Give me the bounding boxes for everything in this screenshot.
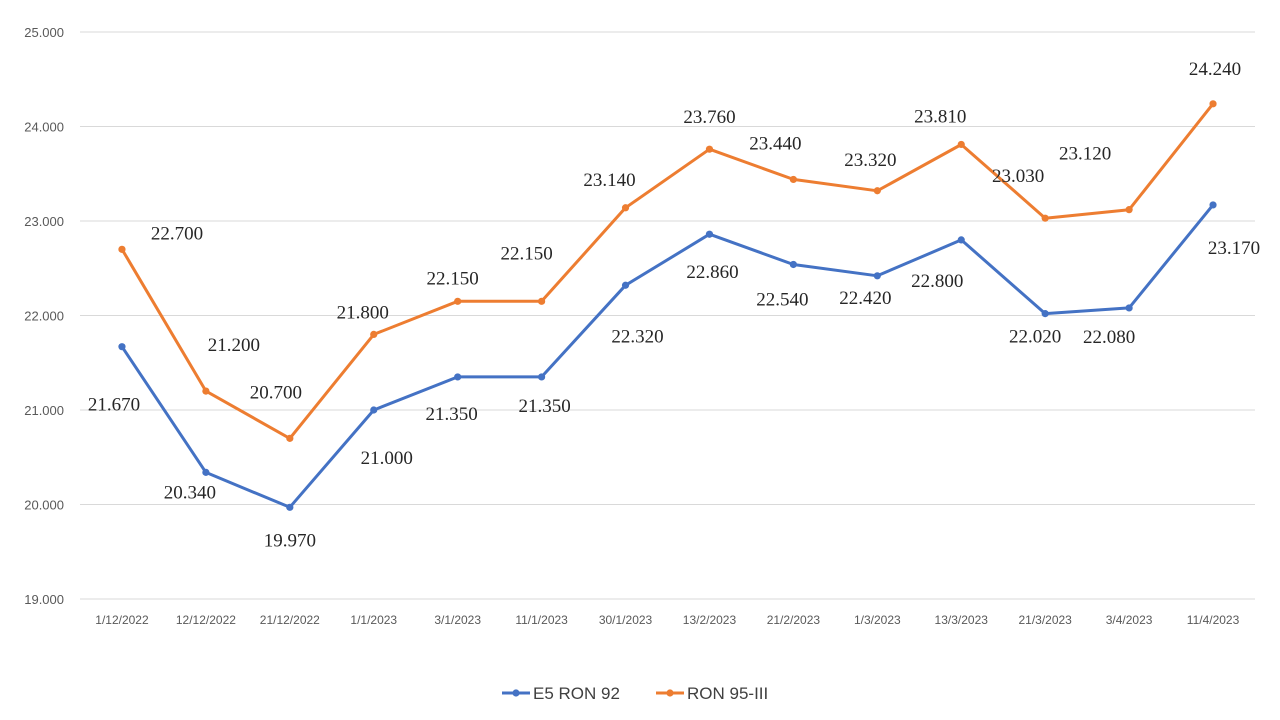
data-label: 23.810 xyxy=(914,106,966,127)
legend: E5 RON 92 RON 95-III xyxy=(502,684,768,703)
data-point xyxy=(202,387,210,395)
data-label: 22.700 xyxy=(151,223,203,244)
data-label: 21.350 xyxy=(426,404,478,425)
data-point xyxy=(118,245,126,253)
data-point xyxy=(118,343,126,351)
data-labels: 21.670 20.340 19.970 21.000 21.350 21.350 22.3… xyxy=(88,59,1260,552)
x-tick-label: 1/12/2022 xyxy=(95,613,149,627)
data-point xyxy=(957,140,965,149)
data-label: 21.800 xyxy=(337,302,389,323)
x-tick-label: 11/4/2023 xyxy=(1187,613,1240,627)
legend-label: E5 RON 92 xyxy=(533,684,620,703)
data-point xyxy=(370,406,378,414)
data-label: 22.080 xyxy=(1083,327,1135,348)
data-label: 23.440 xyxy=(749,133,801,154)
data-label: 22.150 xyxy=(500,243,552,264)
x-tick-label: 3/4/2023 xyxy=(1106,613,1153,627)
data-label: 20.700 xyxy=(250,382,302,403)
data-label: 23.320 xyxy=(844,150,896,171)
data-label: 24.240 xyxy=(1189,59,1241,80)
data-point xyxy=(1125,206,1133,214)
x-tick-label: 21/2/2023 xyxy=(767,613,821,627)
data-point xyxy=(621,281,630,289)
data-point xyxy=(538,297,546,305)
data-label: 22.320 xyxy=(611,326,663,347)
data-label: 23.760 xyxy=(683,107,735,128)
x-tick-label: 12/12/2022 xyxy=(176,613,236,627)
data-label: 20.340 xyxy=(164,482,216,503)
x-tick-label: 30/1/2023 xyxy=(599,613,653,627)
series-line xyxy=(120,203,1215,509)
data-point xyxy=(454,373,462,381)
data-label: 21.350 xyxy=(518,396,570,417)
legend-label: RON 95-III xyxy=(687,684,768,703)
y-tick-label: 25.000 xyxy=(24,25,64,40)
data-point xyxy=(370,330,378,338)
y-axis-ticks: 19.000 20.000 21.000 22.000 23.000 24.000 25.0… xyxy=(24,25,64,607)
data-label: 22.420 xyxy=(839,288,891,309)
y-tick-label: 23.000 xyxy=(24,214,64,229)
series-line xyxy=(120,102,1215,440)
data-point xyxy=(1041,310,1049,318)
data-label: 23.140 xyxy=(583,170,635,191)
x-axis-ticks: 1/12/2022 12/12/2022 21/12/2022 1/1/2023 3/1… xyxy=(95,613,1239,627)
data-label: 23.170 xyxy=(1208,238,1260,259)
x-tick-label: 21/3/2023 xyxy=(1018,613,1072,627)
data-label: 22.150 xyxy=(427,268,479,289)
data-point xyxy=(705,145,714,153)
data-label: 21.200 xyxy=(208,335,260,356)
data-point xyxy=(1125,304,1133,312)
y-tick-label: 24.000 xyxy=(24,120,64,135)
x-tick-label: 13/3/2023 xyxy=(935,613,989,627)
data-point xyxy=(957,236,965,244)
y-tick-label: 21.000 xyxy=(24,403,64,418)
x-tick-label: 11/1/2023 xyxy=(515,613,568,627)
data-label: 21.000 xyxy=(361,448,413,469)
data-label: 21.670 xyxy=(88,395,140,416)
data-point xyxy=(873,272,881,280)
data-point xyxy=(789,260,797,269)
data-point xyxy=(789,175,797,184)
data-point xyxy=(454,297,462,305)
data-label: 22.540 xyxy=(756,289,808,310)
gridlines xyxy=(80,31,1255,600)
data-label: 23.120 xyxy=(1059,144,1111,165)
data-point xyxy=(1209,201,1217,209)
data-point xyxy=(873,187,881,195)
x-tick-label: 1/3/2023 xyxy=(854,613,901,627)
data-label: 19.970 xyxy=(264,530,316,551)
data-point xyxy=(621,204,630,212)
y-tick-label: 19.000 xyxy=(24,592,64,607)
data-point xyxy=(1209,100,1217,108)
data-point xyxy=(538,373,546,381)
series-lines xyxy=(118,100,1217,511)
y-tick-label: 22.000 xyxy=(24,309,64,324)
x-tick-label: 1/1/2023 xyxy=(350,613,397,627)
data-label: 22.800 xyxy=(911,271,963,292)
legend-marker xyxy=(666,689,674,697)
data-point xyxy=(202,468,210,476)
data-point xyxy=(286,503,294,511)
data-point xyxy=(705,230,714,238)
x-tick-label: 3/1/2023 xyxy=(434,613,481,627)
data-label: 23.030 xyxy=(992,166,1044,187)
data-point xyxy=(286,434,294,442)
data-label: 22.020 xyxy=(1009,327,1061,348)
data-label: 22.860 xyxy=(686,262,738,283)
legend-marker xyxy=(512,689,520,697)
y-tick-label: 20.000 xyxy=(24,498,64,513)
x-tick-label: 13/2/2023 xyxy=(683,613,737,627)
x-tick-label: 21/12/2022 xyxy=(260,613,320,627)
data-point xyxy=(1041,214,1049,222)
